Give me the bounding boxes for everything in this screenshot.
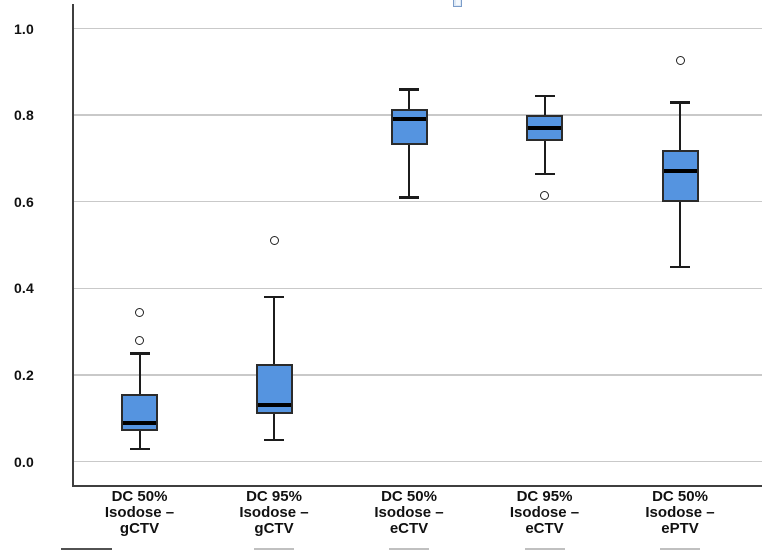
- whisker-cap-top: [129, 352, 150, 355]
- x-axis-category-label-line: DC 95%: [246, 487, 302, 505]
- y-axis-tick-label: 0.8: [13, 107, 34, 124]
- whisker-cap-bottom: [399, 196, 419, 199]
- cutoff-artifact: [524, 547, 565, 550]
- y-axis-tick-label: 0.4: [13, 280, 34, 297]
- outlier-point: [269, 236, 279, 246]
- box-iqr: [661, 149, 699, 202]
- x-axis-category-label-line: gCTV: [119, 519, 160, 537]
- whisker-cap-top: [670, 101, 690, 104]
- gridline: [73, 200, 762, 203]
- cutoff-artifact: [389, 547, 429, 550]
- x-axis-category-label: DC 50% Isodose – ePTV: [615, 487, 745, 537]
- median-line: [392, 117, 426, 122]
- x-axis-category-label-line: Isodose –: [509, 503, 580, 521]
- median-line: [528, 126, 561, 131]
- gridline: [73, 27, 762, 30]
- x-axis-category-label-line: Isodose –: [374, 503, 444, 521]
- x-axis-category-label-line: DC 50%: [381, 487, 437, 505]
- box-iqr: [390, 108, 428, 146]
- cutoff-artifact: [254, 547, 294, 550]
- outlier-point: [540, 190, 549, 200]
- cutoff-artifact: [61, 547, 112, 550]
- y-axis-tick-label: 0.0: [13, 453, 34, 470]
- x-axis-category-label-line: DC 50%: [652, 487, 708, 505]
- gridline: [73, 374, 762, 376]
- x-axis-category-label-line: Isodose –: [645, 503, 715, 521]
- outlier-point: [135, 307, 144, 317]
- x-axis-category-label: DC 95% Isodose – eCTV: [480, 487, 610, 537]
- x-axis-line: [72, 484, 762, 487]
- gridline: [73, 287, 762, 290]
- x-axis-category-label-line: Isodose –: [104, 503, 175, 521]
- whisker-cap-top: [534, 94, 555, 98]
- median-line: [663, 169, 697, 174]
- x-axis-category-label-line: gCTV: [254, 519, 294, 537]
- whisker-cap-top: [264, 295, 284, 299]
- y-axis-tick-label: 0.6: [13, 193, 34, 210]
- whisker-cap-bottom: [670, 265, 690, 269]
- median-line: [257, 403, 291, 408]
- outlier-point: [135, 335, 144, 345]
- x-axis-category-label-line: eCTV: [525, 519, 564, 537]
- y-axis-tick-label: 1.0: [13, 20, 34, 37]
- whisker-cap-bottom: [129, 447, 150, 450]
- x-axis-category-label-line: DC 50%: [111, 487, 168, 505]
- cropped-ui-square-icon-inner: [455, 0, 460, 5]
- x-axis-category-label: DC 50% Isodose – gCTV: [75, 487, 205, 537]
- y-axis-line: [72, 4, 74, 487]
- gridline: [73, 460, 762, 463]
- x-axis-category-label: DC 50% Isodose – eCTV: [344, 487, 474, 537]
- box-iqr: [121, 394, 158, 432]
- whisker-cap-top: [399, 88, 419, 91]
- whisker-cap-bottom: [534, 172, 555, 176]
- x-axis-category-label-line: eCTV: [389, 519, 429, 537]
- cutoff-artifact: [660, 547, 700, 550]
- outlier-point: [675, 56, 685, 66]
- cropped-ui-square-icon: [453, 0, 462, 7]
- median-line: [123, 420, 156, 425]
- x-axis-category-label-line: DC 95%: [516, 487, 573, 505]
- x-axis-category-label-line: Isodose –: [239, 503, 309, 521]
- x-axis-category-label: DC 95% Isodose – gCTV: [209, 487, 339, 537]
- x-axis-category-label-line: ePTV: [661, 519, 699, 537]
- whisker-cap-bottom: [264, 438, 284, 442]
- y-axis-tick-label: 0.2: [13, 366, 34, 383]
